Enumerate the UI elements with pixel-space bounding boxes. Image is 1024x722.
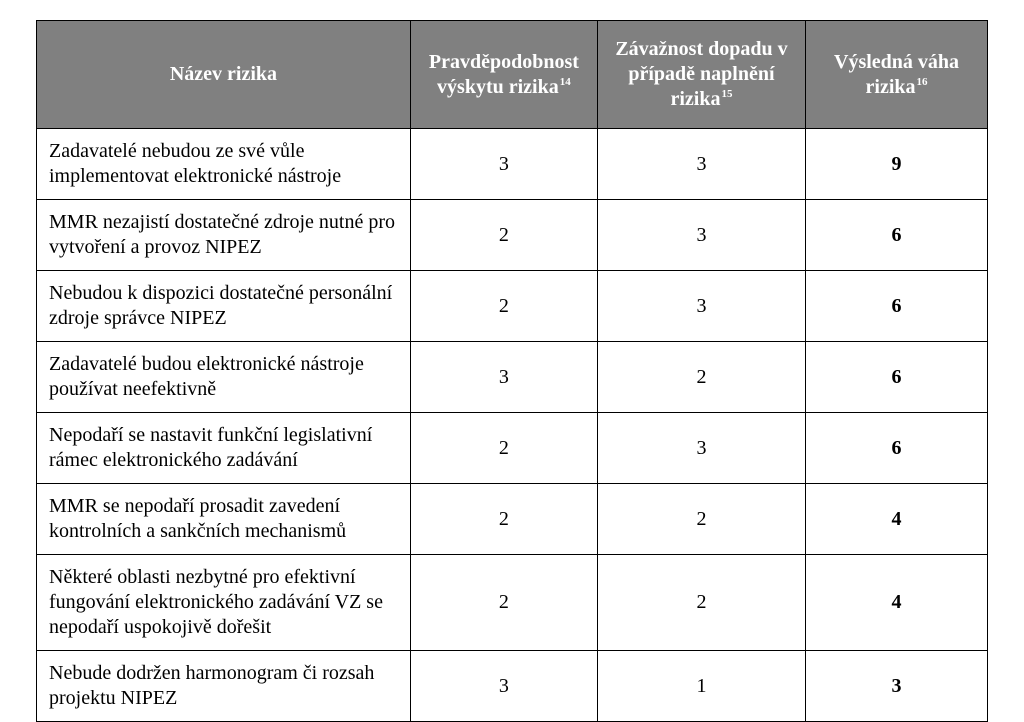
cell-weight: 4 (806, 555, 988, 651)
cell-impact: 2 (597, 342, 805, 413)
table-row: MMR nezajistí dostatečné zdroje nutné pr… (37, 200, 988, 271)
cell-name: Nebudou k dispozici dostatečné personáln… (37, 271, 411, 342)
cell-prob: 2 (410, 555, 597, 651)
risk-table-body: Zadavatelé nebudou ze své vůle implement… (37, 129, 988, 722)
col-header-impact-sup: 15 (721, 88, 732, 100)
cell-impact: 2 (597, 484, 805, 555)
page: Název rizika Pravděpodobnost výskytu riz… (0, 0, 1024, 722)
cell-prob: 2 (410, 484, 597, 555)
cell-name: Zadavatelé nebudou ze své vůle implement… (37, 129, 411, 200)
cell-prob: 2 (410, 271, 597, 342)
cell-name: Zadavatelé budou elektronické nástroje p… (37, 342, 411, 413)
cell-prob: 2 (410, 200, 597, 271)
risk-table: Název rizika Pravděpodobnost výskytu riz… (36, 20, 988, 722)
table-row: MMR se nepodaří prosadit zavedení kontro… (37, 484, 988, 555)
cell-weight: 6 (806, 271, 988, 342)
table-row: Zadavatelé budou elektronické nástroje p… (37, 342, 988, 413)
col-header-weight-text: Výsledná váha rizika (834, 51, 959, 98)
cell-name: Některé oblasti nezbytné pro efektivní f… (37, 555, 411, 651)
cell-impact: 2 (597, 555, 805, 651)
cell-weight: 9 (806, 129, 988, 200)
col-header-name: Název rizika (37, 21, 411, 129)
cell-impact: 3 (597, 413, 805, 484)
col-header-impact-text: Závažnost dopadu v případě naplnění rizi… (615, 38, 787, 110)
cell-weight: 6 (806, 413, 988, 484)
cell-name: MMR nezajistí dostatečné zdroje nutné pr… (37, 200, 411, 271)
col-header-prob-sup: 14 (560, 76, 571, 88)
cell-prob: 3 (410, 651, 597, 722)
cell-name: Nepodaří se nastavit funkční legislativn… (37, 413, 411, 484)
cell-weight: 6 (806, 200, 988, 271)
header-row: Název rizika Pravděpodobnost výskytu riz… (37, 21, 988, 129)
col-header-impact: Závažnost dopadu v případě naplnění rizi… (597, 21, 805, 129)
cell-impact: 3 (597, 271, 805, 342)
table-row: Některé oblasti nezbytné pro efektivní f… (37, 555, 988, 651)
cell-weight: 3 (806, 651, 988, 722)
risk-table-head: Název rizika Pravděpodobnost výskytu riz… (37, 21, 988, 129)
table-row: Nebudou k dispozici dostatečné personáln… (37, 271, 988, 342)
col-header-name-text: Název rizika (170, 63, 277, 85)
cell-prob: 3 (410, 342, 597, 413)
cell-weight: 4 (806, 484, 988, 555)
cell-impact: 1 (597, 651, 805, 722)
table-row: Zadavatelé nebudou ze své vůle implement… (37, 129, 988, 200)
table-row: Nebude dodržen harmonogram či rozsah pro… (37, 651, 988, 722)
cell-impact: 3 (597, 200, 805, 271)
col-header-prob: Pravděpodobnost výskytu rizika14 (410, 21, 597, 129)
table-row: Nepodaří se nastavit funkční legislativn… (37, 413, 988, 484)
col-header-weight-sup: 16 (917, 76, 928, 88)
cell-weight: 6 (806, 342, 988, 413)
cell-name: MMR se nepodaří prosadit zavedení kontro… (37, 484, 411, 555)
cell-prob: 3 (410, 129, 597, 200)
col-header-prob-text: Pravděpodobnost výskytu rizika (429, 51, 579, 98)
col-header-weight: Výsledná váha rizika16 (806, 21, 988, 129)
cell-impact: 3 (597, 129, 805, 200)
cell-prob: 2 (410, 413, 597, 484)
cell-name: Nebude dodržen harmonogram či rozsah pro… (37, 651, 411, 722)
